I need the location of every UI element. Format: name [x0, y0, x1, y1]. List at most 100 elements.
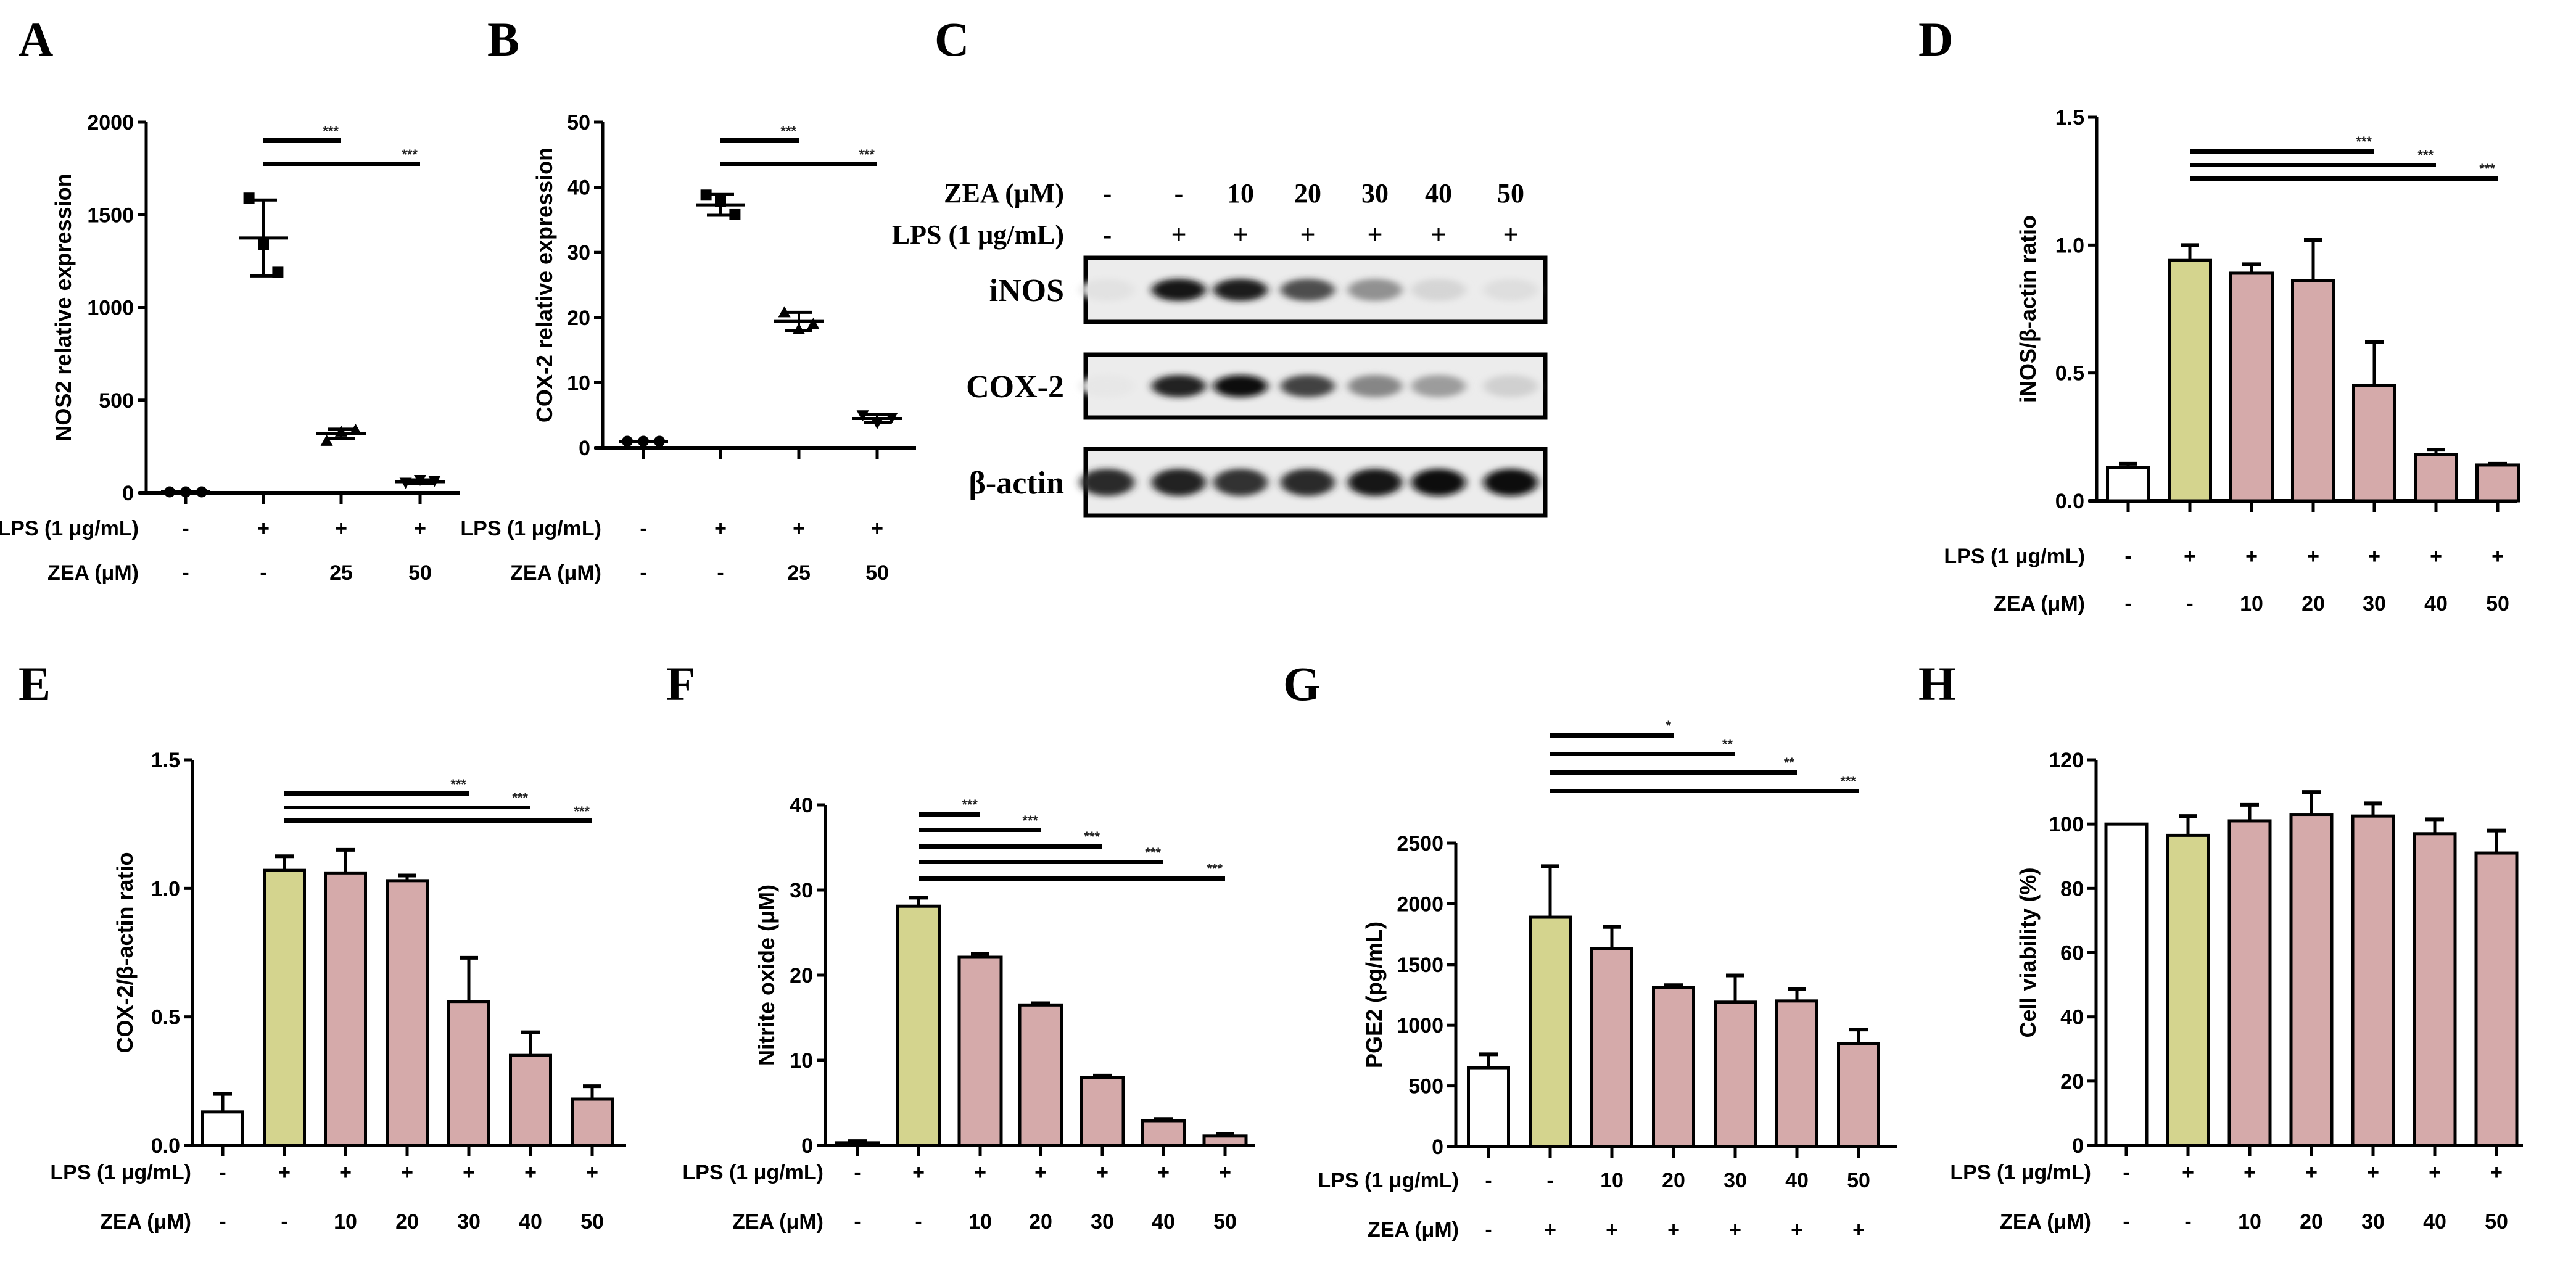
y-axis-title: COX-2/β-actin ratio — [112, 852, 138, 1053]
y-tick-label: 0 — [1432, 1136, 1443, 1159]
y-tick-label: 30 — [790, 879, 813, 902]
bar-control — [201, 1110, 244, 1147]
protein-band — [1348, 469, 1402, 496]
data-point-marker — [807, 318, 820, 329]
y-tick-label: 20 — [2060, 1070, 2084, 1094]
blot-protein-label: β-actin — [969, 466, 1065, 501]
significance-stars: ** — [1784, 755, 1795, 770]
blot-lane-value: - — [1174, 178, 1184, 208]
bar-zea — [1714, 1000, 1757, 1148]
condition-value: + — [1219, 1161, 1231, 1184]
panel-letter-f: F — [666, 657, 696, 711]
bar-zea — [2414, 453, 2458, 503]
panel-e: 0.0 0.5 1.0 1.5 COX-2/β-actin ratio LPS (1 μg… — [50, 749, 626, 1234]
condition-value: - — [219, 1161, 226, 1184]
significance-stars: *** — [780, 123, 796, 139]
y-tick-label: 1.0 — [151, 877, 180, 901]
bar-zea — [571, 1097, 614, 1147]
bar-zea — [509, 1053, 552, 1147]
significance-stars: *** — [859, 147, 875, 162]
y-tick-label: 0.0 — [2055, 490, 2084, 513]
panel-letter-a: A — [19, 12, 53, 66]
condition-value: + — [1852, 1218, 1865, 1242]
condition-value: + — [524, 1161, 537, 1184]
condition-value: 40 — [2423, 1210, 2446, 1234]
y-tick-label: 0 — [579, 437, 590, 460]
blot-lane-value: + — [1300, 220, 1315, 250]
y-tick-label: 1.5 — [151, 749, 180, 772]
y-tick-label: 40 — [2060, 1006, 2084, 1029]
protein-band — [1348, 375, 1402, 397]
protein-band — [1152, 375, 1206, 397]
condition-value: - — [915, 1210, 922, 1234]
y-tick-label: 0.0 — [151, 1134, 180, 1158]
condition-value: - — [1485, 1169, 1492, 1192]
condition-value: + — [339, 1161, 352, 1184]
bar-zea — [386, 879, 429, 1147]
blot-strip-actin — [1080, 447, 1548, 518]
condition-value: - — [182, 517, 189, 540]
condition-value: + — [1667, 1218, 1680, 1242]
condition-value: + — [2368, 545, 2380, 568]
significance-stars: *** — [402, 147, 418, 162]
protein-band — [1080, 279, 1134, 301]
condition-value: + — [2430, 545, 2442, 568]
blot-lane-value: 40 — [1425, 178, 1452, 208]
condition-value: - — [2124, 592, 2131, 616]
condition-value: 10 — [2238, 1210, 2261, 1234]
condition-value: - — [260, 561, 266, 585]
blot-protein-label: iNOS — [989, 273, 1064, 308]
panel-letter-g: G — [1283, 657, 1321, 711]
bar-zea — [1080, 1076, 1125, 1147]
bar-control — [2106, 466, 2150, 503]
bar-zea — [2291, 279, 2335, 503]
bar-control — [1467, 1066, 1510, 1148]
panel-letter-e: E — [19, 657, 51, 711]
condition-value: 30 — [457, 1210, 481, 1234]
y-tick-label: 10 — [567, 371, 590, 395]
condition-value: 50 — [1213, 1210, 1237, 1234]
condition-row-label: LPS (1 μg/mL) — [50, 1161, 191, 1184]
protein-band — [1281, 375, 1335, 397]
significance-stars: *** — [574, 804, 590, 819]
protein-band — [1213, 469, 1268, 496]
y-tick-label: 40 — [567, 176, 590, 200]
protein-band — [1411, 375, 1466, 397]
protein-band — [1152, 469, 1206, 496]
condition-value: 40 — [2424, 592, 2448, 616]
condition-value: + — [2491, 545, 2504, 568]
y-axis-title: NOS2 relative expression — [51, 173, 76, 441]
y-tick-label: 2500 — [1397, 832, 1443, 855]
significance-stars: *** — [1145, 845, 1161, 860]
y-tick-label: 100 — [2049, 813, 2084, 836]
condition-value: 20 — [2300, 1210, 2323, 1234]
blot-lane-value: 50 — [1497, 178, 1524, 208]
condition-value: 40 — [519, 1210, 542, 1234]
condition-value: 40 — [1785, 1169, 1809, 1192]
condition-value: + — [586, 1161, 598, 1184]
significance-stars: *** — [2356, 134, 2372, 149]
condition-value: + — [2305, 1161, 2318, 1184]
y-tick-label: 80 — [2060, 877, 2084, 901]
condition-value: + — [1729, 1218, 1741, 1242]
y-axis-title: COX-2 relative expression — [532, 147, 557, 423]
condition-value: 30 — [1091, 1210, 1114, 1234]
condition-value: 50 — [408, 561, 432, 585]
blot-strip-inos — [1080, 255, 1548, 324]
condition-value: - — [2184, 1210, 2191, 1234]
condition-value: + — [257, 517, 270, 540]
blot-lane-value: + — [1503, 220, 1518, 250]
protein-band — [1080, 469, 1134, 496]
panel-h: 0 20 40 60 80 100 120 Cell viability (%) LPS (1 … — [1950, 749, 2523, 1234]
data-point-marker — [729, 208, 741, 220]
protein-band — [1281, 469, 1335, 496]
protein-band — [1152, 279, 1206, 301]
condition-value: 40 — [1152, 1210, 1175, 1234]
panel-b: 0 10 20 30 40 50 COX-2 relative expression LPS … — [460, 111, 916, 585]
blot-lane-value: 30 — [1361, 178, 1389, 208]
bar-zea — [1141, 1119, 1186, 1147]
bar-zea — [2227, 819, 2272, 1147]
condition-value: + — [2490, 1161, 2503, 1184]
protein-band — [1484, 279, 1538, 301]
